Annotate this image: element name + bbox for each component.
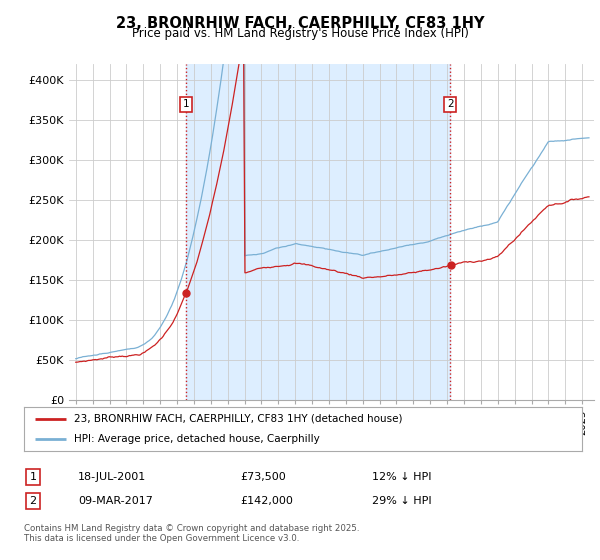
Bar — [186, 64, 451, 400]
Text: 2: 2 — [29, 496, 37, 506]
Text: HPI: Average price, detached house, Caerphilly: HPI: Average price, detached house, Caer… — [74, 434, 320, 444]
Text: 29% ↓ HPI: 29% ↓ HPI — [372, 496, 431, 506]
Text: 18-JUL-2001: 18-JUL-2001 — [78, 472, 146, 482]
Text: 2: 2 — [447, 100, 454, 109]
Text: £142,000: £142,000 — [240, 496, 293, 506]
Text: 23, BRONRHIW FACH, CAERPHILLY, CF83 1HY: 23, BRONRHIW FACH, CAERPHILLY, CF83 1HY — [116, 16, 484, 31]
Text: Contains HM Land Registry data © Crown copyright and database right 2025.
This d: Contains HM Land Registry data © Crown c… — [24, 524, 359, 543]
Text: 1: 1 — [183, 100, 190, 109]
Text: 1: 1 — [29, 472, 37, 482]
Text: Price paid vs. HM Land Registry's House Price Index (HPI): Price paid vs. HM Land Registry's House … — [131, 27, 469, 40]
Text: 12% ↓ HPI: 12% ↓ HPI — [372, 472, 431, 482]
Text: 09-MAR-2017: 09-MAR-2017 — [78, 496, 153, 506]
Text: £73,500: £73,500 — [240, 472, 286, 482]
Text: 23, BRONRHIW FACH, CAERPHILLY, CF83 1HY (detached house): 23, BRONRHIW FACH, CAERPHILLY, CF83 1HY … — [74, 414, 403, 424]
